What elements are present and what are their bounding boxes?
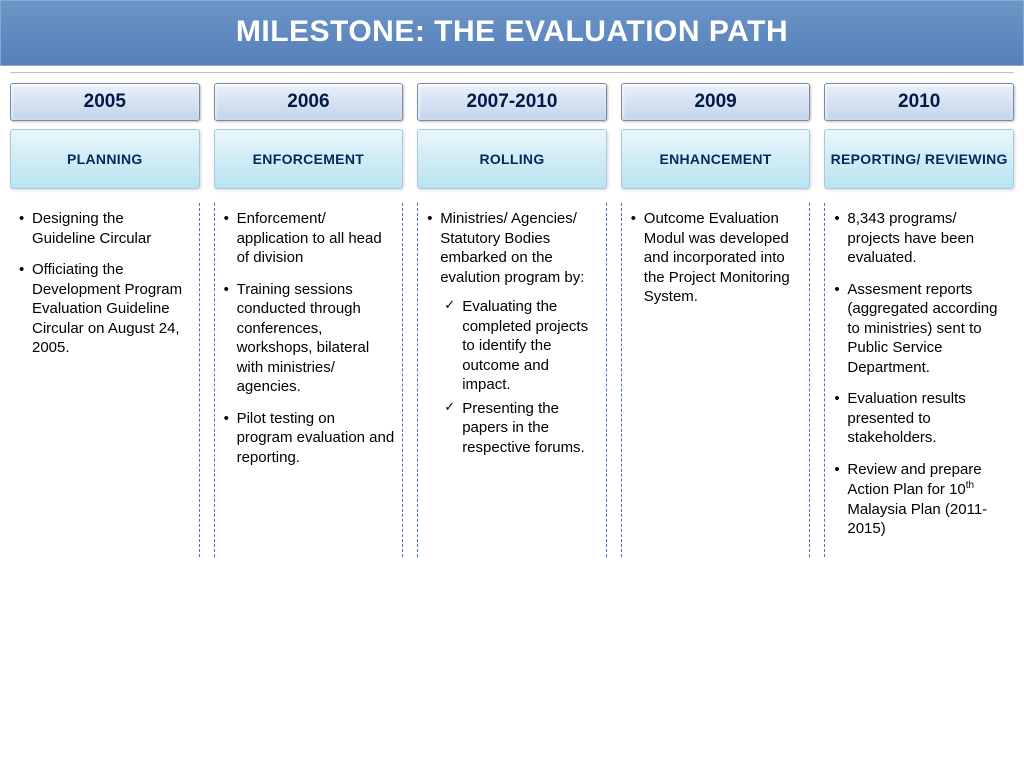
year-box: 2007-2010 xyxy=(417,83,607,121)
page-title: MILESTONE: THE EVALUATION PATH xyxy=(1,15,1023,49)
bullet-list: 8,343 programs/ projects have been evalu… xyxy=(833,209,1006,539)
title-bar: MILESTONE: THE EVALUATION PATH xyxy=(0,0,1024,66)
milestone-column: 2006 ENFORCEMENT Enforcement/ application … xyxy=(214,83,404,557)
bullet-item: Evaluation results presented to stakehol… xyxy=(833,389,1006,448)
bullet-item: Review and prepare Action Plan for 10th … xyxy=(833,460,1006,539)
phase-label: ROLLING xyxy=(479,151,544,167)
milestone-column: 2009 ENHANCEMENT Outcome Evaluation Modul … xyxy=(621,83,811,557)
year-label: 2007-2010 xyxy=(418,91,606,113)
column-content: Outcome Evaluation Modul was developed a… xyxy=(621,203,811,557)
bullet-item: Pilot testing on program evaluation and … xyxy=(223,409,395,468)
year-box: 2006 xyxy=(214,83,404,121)
bullet-item: Ministries/ Agencies/ Statutory Bodies e… xyxy=(426,209,598,457)
column-content: Designing the Guideline Circular Officiat… xyxy=(10,203,200,557)
bullet-item: 8,343 programs/ projects have been evalu… xyxy=(833,209,1006,268)
milestone-column: 2007-2010 ROLLING Ministries/ Agencies/ St… xyxy=(417,83,607,557)
phase-box: REPORTING/ REVIEWING xyxy=(824,129,1014,189)
milestone-column: 2005 PLANNING Designing the Guideline Circ… xyxy=(10,83,200,557)
sub-item: Presenting the papers in the respective … xyxy=(444,399,598,458)
phase-label: REPORTING/ REVIEWING xyxy=(831,151,1008,167)
phase-box: ENHANCEMENT xyxy=(621,129,811,189)
column-content: Enforcement/ application to all head of … xyxy=(214,203,404,557)
bullet-item: Designing the Guideline Circular xyxy=(18,209,191,248)
phase-label: ENFORCEMENT xyxy=(253,151,364,167)
bullet-item: Outcome Evaluation Modul was developed a… xyxy=(630,209,802,307)
year-label: 2006 xyxy=(215,91,403,113)
bullet-list: Outcome Evaluation Modul was developed a… xyxy=(630,209,802,307)
phase-box: PLANNING xyxy=(10,129,200,189)
year-box: 2010 xyxy=(824,83,1014,121)
milestone-column: 2010 REPORTING/ REVIEWING 8,343 programs/ … xyxy=(824,83,1014,557)
column-content: 8,343 programs/ projects have been evalu… xyxy=(824,203,1014,557)
phase-box: ROLLING xyxy=(417,129,607,189)
year-label: 2005 xyxy=(11,91,199,113)
bullet-item: Assesment reports (aggregated according … xyxy=(833,280,1006,378)
year-label: 2010 xyxy=(825,91,1013,113)
bullet-item: Officiating the Development Program Eval… xyxy=(18,260,191,358)
bullet-list: Designing the Guideline Circular Officiat… xyxy=(18,209,191,358)
year-box: 2009 xyxy=(621,83,811,121)
phase-label: ENHANCEMENT xyxy=(659,151,771,167)
phase-label: PLANNING xyxy=(67,151,143,167)
sub-list: Evaluating the completed projects to ide… xyxy=(444,297,598,457)
phase-box: ENFORCEMENT xyxy=(214,129,404,189)
bullet-item: Enforcement/ application to all head of … xyxy=(223,209,395,268)
bullet-item: Training sessions conducted through conf… xyxy=(223,280,395,397)
year-box: 2005 xyxy=(10,83,200,121)
milestone-columns: 2005 PLANNING Designing the Guideline Circ… xyxy=(0,77,1024,557)
column-content: Ministries/ Agencies/ Statutory Bodies e… xyxy=(417,203,607,557)
bullet-list: Enforcement/ application to all head of … xyxy=(223,209,395,467)
year-label: 2009 xyxy=(622,91,810,113)
sub-item: Evaluating the completed projects to ide… xyxy=(444,297,598,395)
bullet-list: Ministries/ Agencies/ Statutory Bodies e… xyxy=(426,209,598,457)
horizontal-divider xyxy=(10,72,1014,73)
